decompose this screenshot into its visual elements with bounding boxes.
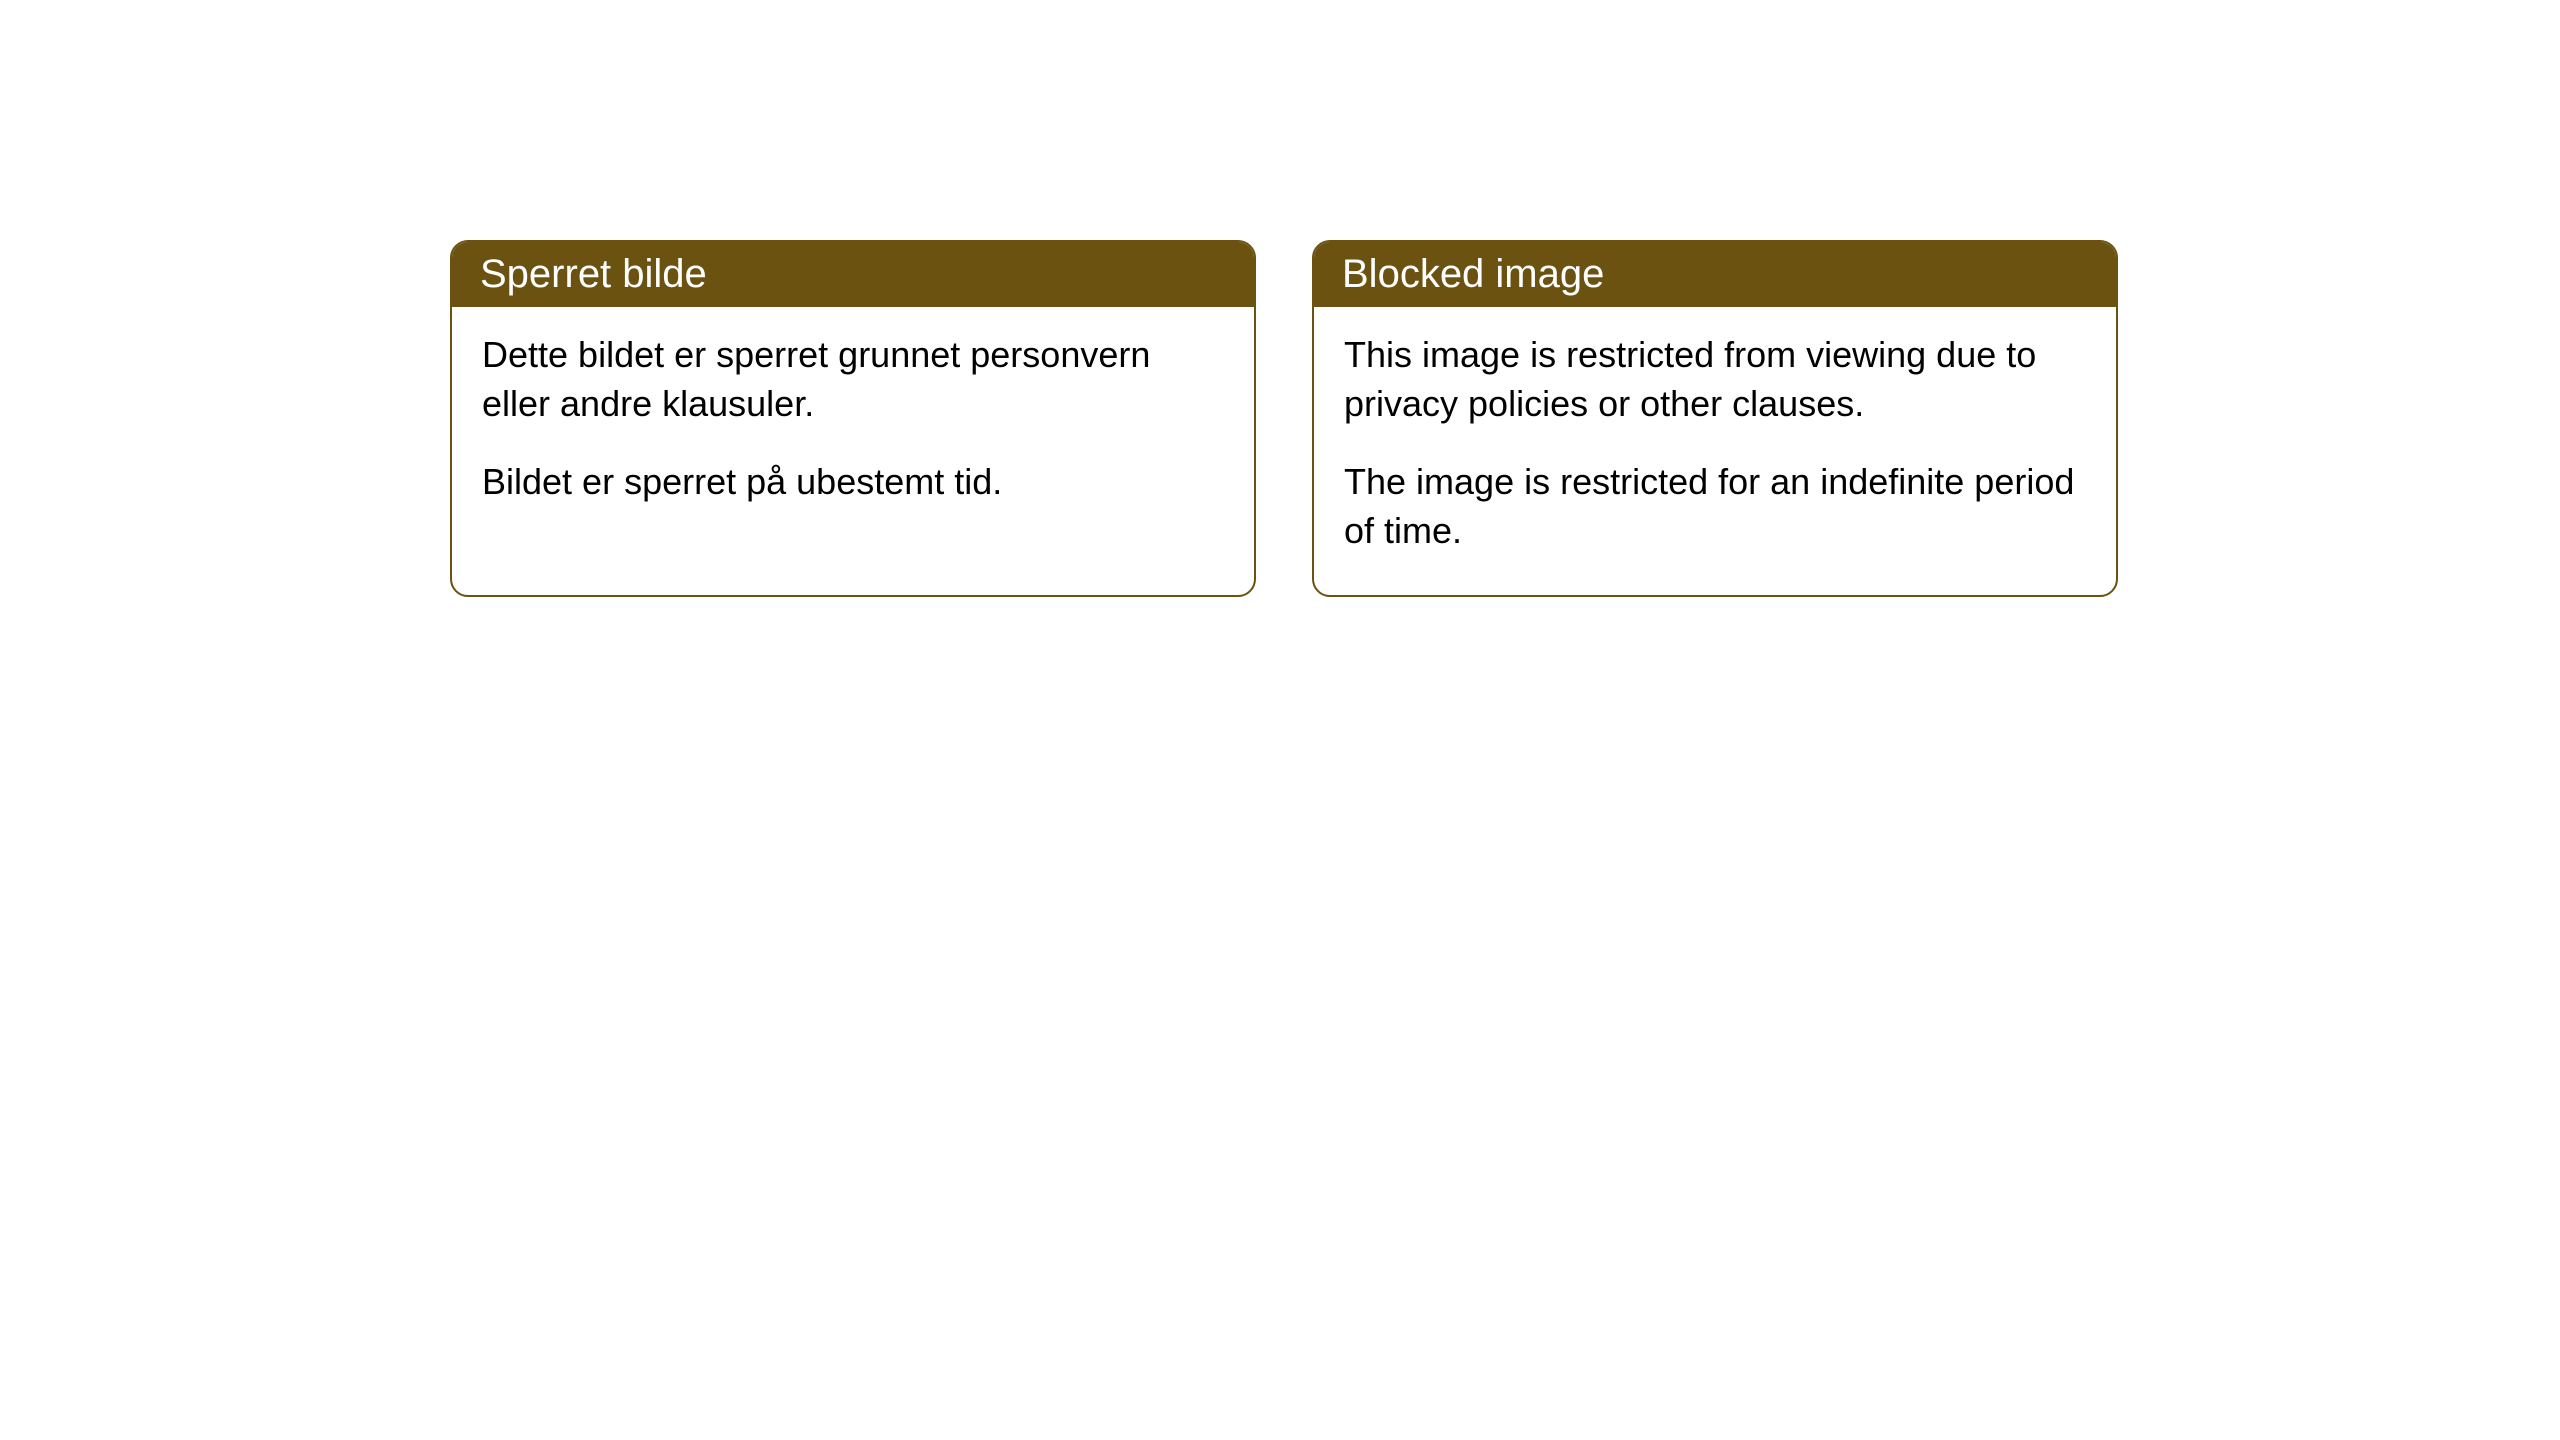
card-body-no: Dette bildet er sperret grunnet personve…: [452, 307, 1254, 547]
card-paragraph-2-no: Bildet er sperret på ubestemt tid.: [482, 458, 1224, 507]
card-header-en: Blocked image: [1314, 242, 2116, 307]
blocked-image-card-en: Blocked image This image is restricted f…: [1312, 240, 2118, 597]
card-paragraph-1-no: Dette bildet er sperret grunnet personve…: [482, 331, 1224, 428]
card-paragraph-1-en: This image is restricted from viewing du…: [1344, 331, 2086, 428]
card-paragraph-2-en: The image is restricted for an indefinit…: [1344, 458, 2086, 555]
cards-container: Sperret bilde Dette bildet er sperret gr…: [0, 0, 2560, 597]
card-header-no: Sperret bilde: [452, 242, 1254, 307]
blocked-image-card-no: Sperret bilde Dette bildet er sperret gr…: [450, 240, 1256, 597]
card-body-en: This image is restricted from viewing du…: [1314, 307, 2116, 595]
